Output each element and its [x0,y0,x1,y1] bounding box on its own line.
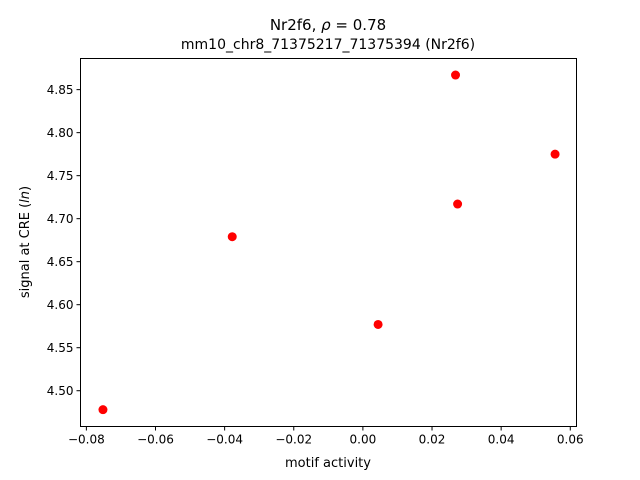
x-tick-label: 0.04 [488,433,515,447]
y-tick-label: 4.75 [47,169,74,183]
chart-title-line2: mm10_chr8_71375217_71375394 (Nr2f6) [181,37,475,53]
plot-frame [80,58,577,427]
data-point [451,70,461,80]
y-label-italic: ln [18,191,33,203]
data-points [98,70,560,415]
y-label-suffix: ) [18,186,33,191]
y-tick-label: 4.80 [47,126,74,140]
x-axis-ticks: −0.08 −0.06 −0.04 −0.02 0.00 0.02 0.04 0.06 [68,426,584,447]
y-axis-label: signal at CRE (ln) [18,186,33,298]
x-tick-label: −0.04 [206,433,243,447]
x-tick-label: −0.06 [137,433,174,447]
data-point [453,199,463,209]
y-label-prefix: signal at CRE ( [18,203,33,298]
y-tick-label: 4.60 [47,298,74,312]
x-tick-label: −0.02 [275,433,312,447]
title-suffix: = 0.78 [331,16,387,34]
y-tick-label: 4.50 [47,384,74,398]
chart-title-line1: Nr2f6, ρ = 0.78 [270,16,386,34]
x-tick-label: 0.02 [419,433,446,447]
y-tick-label: 4.55 [47,341,74,355]
data-point [227,232,237,242]
x-tick-label: 0.06 [557,433,584,447]
rho-symbol: ρ [321,16,331,34]
data-point [550,149,560,159]
x-tick-label: 0.00 [350,433,377,447]
data-point [98,405,108,415]
title-prefix: Nr2f6, [270,16,321,34]
data-point [373,319,383,329]
y-axis-ticks: 4.50 4.55 4.60 4.65 4.70 4.75 4.80 4.85 [47,83,81,398]
y-tick-label: 4.65 [47,255,74,269]
y-tick-label: 4.85 [47,83,74,97]
x-tick-label: −0.08 [68,433,105,447]
x-axis-label: motif activity [285,456,371,471]
y-tick-label: 4.70 [47,212,74,226]
